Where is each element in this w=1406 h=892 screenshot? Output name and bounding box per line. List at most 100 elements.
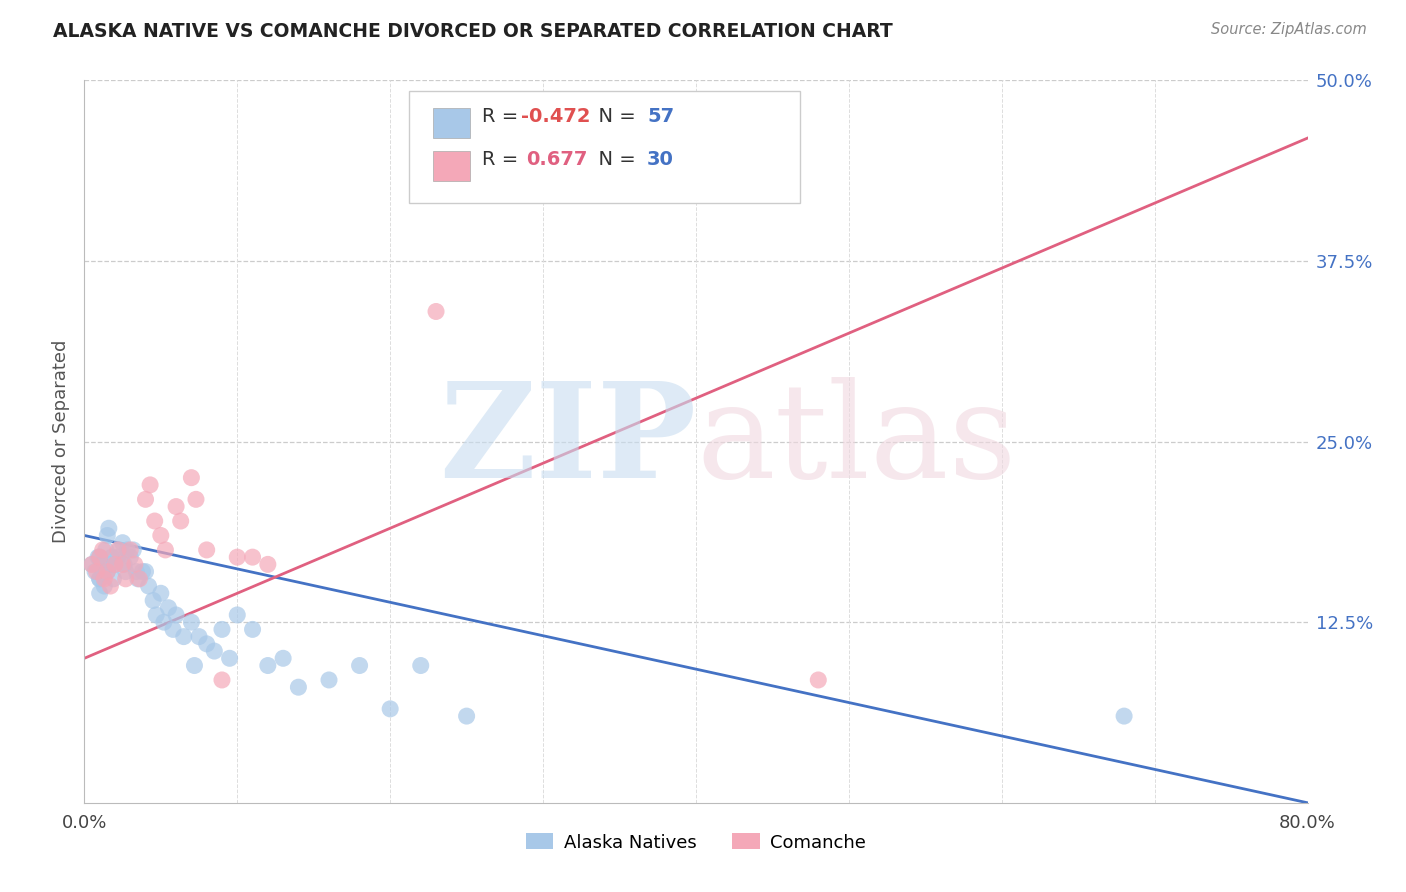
Point — [80, 558, 103, 572]
Text: ZIP: ZIP — [439, 377, 696, 506]
Point — [87, 550, 110, 565]
Point — [195, 542, 218, 557]
Point — [98, 579, 121, 593]
Point — [103, 572, 125, 586]
Point — [142, 593, 165, 607]
Point — [86, 565, 108, 579]
Point — [91, 565, 114, 579]
Point — [101, 550, 124, 565]
Point — [218, 651, 240, 665]
Text: atlas: atlas — [696, 377, 1017, 506]
Point — [226, 607, 249, 622]
FancyBboxPatch shape — [433, 108, 470, 138]
Point — [114, 572, 136, 586]
Point — [89, 550, 111, 565]
Point — [115, 542, 138, 557]
Point — [98, 558, 121, 572]
Point — [89, 586, 111, 600]
Point — [135, 565, 157, 579]
Point — [125, 565, 148, 579]
Point — [135, 492, 157, 507]
Point — [162, 623, 184, 637]
Text: ALASKA NATIVE VS COMANCHE DIVORCED OR SEPARATED CORRELATION CHART: ALASKA NATIVE VS COMANCHE DIVORCED OR SE… — [53, 22, 893, 41]
Point — [96, 528, 118, 542]
Point — [111, 558, 134, 572]
Point — [1114, 709, 1136, 723]
Point — [242, 550, 264, 565]
Point — [96, 565, 118, 579]
Point — [139, 478, 162, 492]
Point — [80, 558, 103, 572]
Point — [138, 579, 160, 593]
Point — [211, 673, 233, 687]
Point — [97, 521, 120, 535]
Point — [108, 542, 131, 557]
Point — [180, 470, 202, 484]
Point — [425, 304, 447, 318]
Point — [180, 615, 202, 630]
Point — [409, 658, 432, 673]
Point — [111, 535, 134, 549]
Point — [380, 702, 402, 716]
Point — [257, 558, 280, 572]
Point — [149, 586, 172, 600]
Point — [155, 542, 177, 557]
Point — [188, 630, 211, 644]
Text: 30: 30 — [647, 150, 673, 169]
Point — [84, 565, 107, 579]
Point — [104, 558, 127, 572]
FancyBboxPatch shape — [433, 151, 470, 181]
Point — [131, 565, 153, 579]
Point — [122, 542, 145, 557]
Point — [93, 572, 115, 586]
Point — [124, 558, 146, 572]
Point — [93, 579, 115, 593]
Point — [89, 550, 111, 565]
Text: N =: N = — [586, 150, 643, 169]
Point — [120, 542, 142, 557]
Point — [89, 572, 111, 586]
Point — [211, 623, 233, 637]
Point — [195, 637, 218, 651]
Point — [257, 658, 280, 673]
FancyBboxPatch shape — [409, 91, 800, 203]
Point — [287, 680, 309, 694]
Legend: Alaska Natives, Comanche: Alaska Natives, Comanche — [519, 826, 873, 859]
Point — [170, 514, 193, 528]
Point — [112, 558, 135, 572]
Point — [183, 658, 205, 673]
Point — [94, 542, 117, 557]
Text: R =: R = — [482, 107, 524, 126]
Point — [318, 673, 340, 687]
Text: -0.472: -0.472 — [522, 107, 591, 126]
Text: 57: 57 — [647, 107, 673, 126]
Point — [165, 607, 187, 622]
Point — [91, 542, 114, 557]
Point — [104, 558, 127, 572]
Point — [807, 673, 830, 687]
Point — [202, 644, 225, 658]
Point — [107, 542, 129, 557]
Point — [153, 615, 176, 630]
Point — [128, 572, 150, 586]
Point — [143, 514, 166, 528]
Point — [349, 658, 371, 673]
Text: 0.677: 0.677 — [526, 150, 588, 169]
Y-axis label: Divorced or Separated: Divorced or Separated — [52, 340, 70, 543]
Point — [184, 492, 207, 507]
Point — [89, 572, 111, 586]
Text: R =: R = — [482, 150, 530, 169]
Point — [149, 528, 172, 542]
Point — [242, 623, 264, 637]
Point — [157, 600, 180, 615]
Text: Source: ZipAtlas.com: Source: ZipAtlas.com — [1211, 22, 1367, 37]
Text: N =: N = — [586, 107, 643, 126]
Point — [173, 630, 195, 644]
Point — [120, 550, 142, 565]
Point — [145, 607, 167, 622]
Point — [96, 565, 118, 579]
Point — [456, 709, 478, 723]
Point — [226, 550, 249, 565]
Point — [271, 651, 294, 665]
Point — [165, 500, 187, 514]
